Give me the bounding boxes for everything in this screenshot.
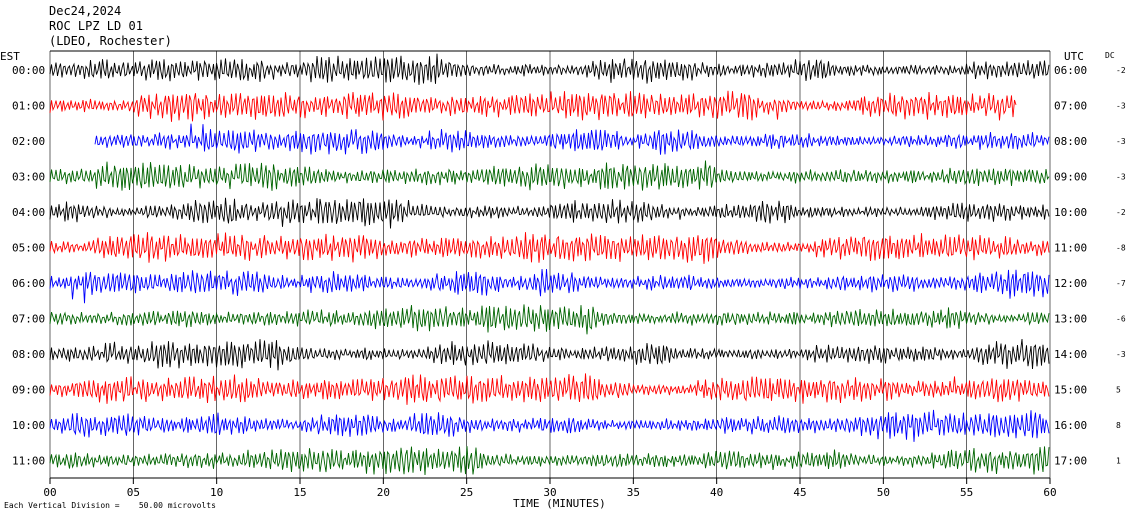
dc-label: DC (1105, 51, 1115, 60)
est-time-label: 05:00 (12, 242, 45, 255)
dc-offset-label: -3 (1116, 173, 1126, 182)
trace-line (49, 446, 1050, 476)
utc-time-label: 13:00 (1054, 313, 1087, 326)
est-time-label: 04:00 (12, 206, 45, 219)
trace-line (94, 123, 1050, 155)
est-time-label: 10:00 (12, 419, 45, 432)
utc-time-label: 09:00 (1054, 171, 1087, 184)
dc-offset-label: -2 (1116, 208, 1126, 217)
trace-line (49, 338, 1050, 371)
trace-line (49, 90, 1017, 122)
x-tick-label: 05 (127, 486, 140, 499)
dc-offset-label: 5 (1116, 386, 1121, 395)
x-tick-label: 35 (627, 486, 640, 499)
utc-time-label: 16:00 (1054, 419, 1087, 432)
station-network: (LDEO, Rochester) (49, 34, 172, 48)
est-time-label: 01:00 (12, 100, 45, 113)
utc-time-label: 15:00 (1054, 384, 1087, 397)
utc-time-label: 07:00 (1054, 100, 1087, 113)
est-time-label: 00:00 (12, 64, 45, 77)
x-axis-title: TIME (MINUTES) (513, 497, 606, 510)
trace-line (49, 304, 1050, 335)
dc-offset-label: 8 (1116, 421, 1121, 430)
est-time-label: 11:00 (12, 455, 45, 468)
x-tick-label: 40 (710, 486, 723, 499)
trace-line (49, 232, 1050, 264)
est-time-label: 03:00 (12, 171, 45, 184)
trace-line (49, 160, 1050, 191)
x-tick-label: 10 (210, 486, 223, 499)
utc-time-label: 08:00 (1054, 135, 1087, 148)
utc-time-label: 06:00 (1054, 64, 1087, 77)
x-tick-label: 20 (377, 486, 390, 499)
x-tick-label: 55 (960, 486, 973, 499)
dc-offset-label: -8 (1116, 244, 1126, 253)
x-tick-label: 50 (877, 486, 890, 499)
x-tick-label: 30 (543, 486, 556, 499)
est-time-label: 06:00 (12, 277, 45, 290)
utc-axis-label: UTC (1064, 50, 1084, 63)
scale-note: Each Vertical Division = 50.00 microvolt… (4, 501, 216, 510)
traces (49, 53, 1050, 476)
grid (49, 51, 1051, 484)
x-tick-label: 60 (1043, 486, 1056, 499)
utc-time-label: 14:00 (1054, 348, 1087, 361)
trace-line (49, 197, 1050, 229)
dc-offset-label: -2 (1116, 66, 1126, 75)
station-code: ROC LPZ LD 01 (49, 19, 143, 33)
utc-time-label: 11:00 (1054, 242, 1087, 255)
dc-offset-label: -3 (1116, 350, 1126, 359)
est-time-label: 09:00 (12, 384, 45, 397)
est-time-label: 02:00 (12, 135, 45, 148)
dc-offset-label: -3 (1116, 137, 1126, 146)
chart-date: Dec24,2024 (49, 4, 122, 18)
x-tick-label: 00 (43, 486, 56, 499)
dc-offset-label: 1 (1116, 457, 1121, 466)
x-tick-label: 15 (293, 486, 306, 499)
trace-line (49, 409, 1050, 442)
dc-offset-label: -3 (1116, 102, 1126, 111)
dc-offset-label: -6 (1116, 315, 1126, 324)
est-time-label: 07:00 (12, 313, 45, 326)
trace-line (49, 268, 1050, 304)
x-tick-label: 45 (793, 486, 806, 499)
utc-time-label: 12:00 (1054, 277, 1087, 290)
x-tick-label: 25 (460, 486, 473, 499)
est-axis-label: EST (0, 50, 20, 63)
trace-line (49, 53, 1050, 85)
dc-offset-label: -7 (1116, 279, 1126, 288)
utc-time-label: 10:00 (1054, 206, 1087, 219)
est-time-label: 08:00 (12, 348, 45, 361)
utc-time-label: 17:00 (1054, 455, 1087, 468)
trace-line (49, 373, 1050, 405)
